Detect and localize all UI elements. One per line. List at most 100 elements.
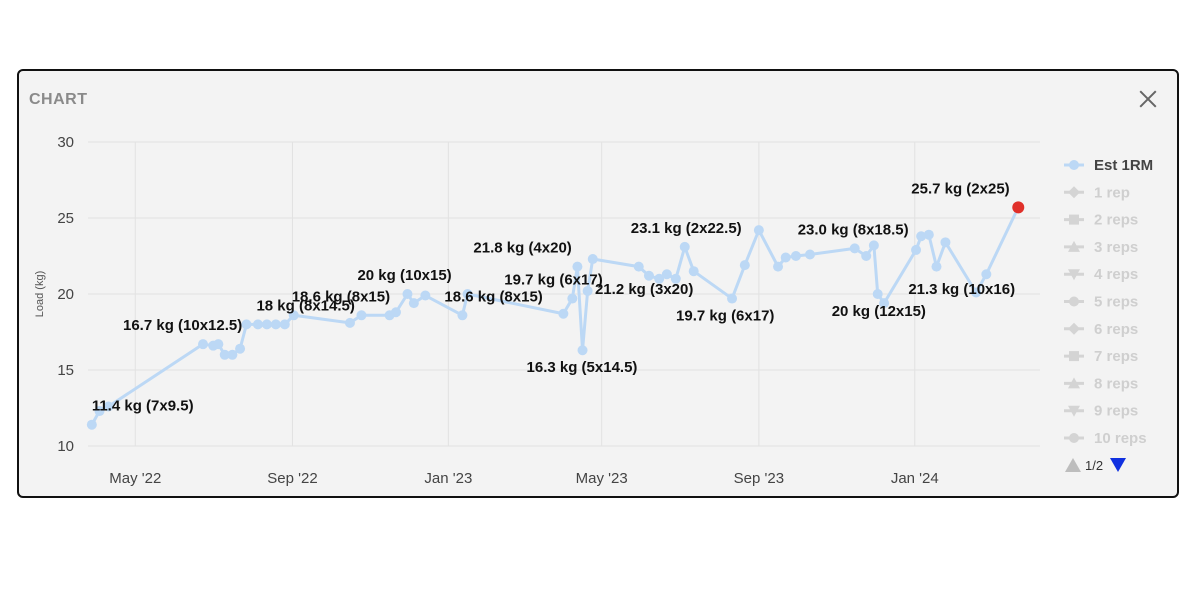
legend-item[interactable]: 5 reps bbox=[1064, 294, 1138, 311]
data-point bbox=[344, 317, 355, 328]
data-label: 21.2 kg (3x20) bbox=[595, 281, 693, 298]
legend-symbol-circle bbox=[1069, 296, 1079, 307]
legend-label: 2 reps bbox=[1094, 212, 1138, 229]
legend-item[interactable]: 9 reps bbox=[1064, 403, 1138, 420]
data-point bbox=[670, 273, 681, 284]
data-label: 16.7 kg (10x12.5) bbox=[123, 317, 242, 334]
data-point bbox=[643, 270, 654, 281]
y-tick-label: 25 bbox=[57, 210, 74, 227]
data-point bbox=[916, 231, 927, 242]
legend-label: 9 reps bbox=[1094, 403, 1138, 420]
data-label: 18.6 kg (8x15) bbox=[444, 288, 542, 305]
data-point bbox=[688, 266, 699, 277]
data-point bbox=[804, 249, 815, 260]
data-point bbox=[572, 261, 583, 272]
data-label: 21.8 kg (4x20) bbox=[473, 240, 571, 257]
data-point bbox=[241, 319, 252, 330]
legend-label: 1 rep bbox=[1094, 184, 1130, 201]
data-label: 20 kg (12x15) bbox=[832, 303, 926, 320]
chart-series bbox=[86, 201, 1025, 430]
data-point bbox=[94, 406, 105, 417]
data-point bbox=[227, 349, 238, 360]
data-point bbox=[753, 225, 764, 236]
data-point bbox=[558, 308, 569, 319]
data-point bbox=[567, 293, 578, 304]
data-point bbox=[780, 252, 791, 263]
x-tick-label: Jan '24 bbox=[891, 470, 939, 487]
data-point bbox=[402, 289, 413, 299]
legend-label: 7 reps bbox=[1094, 348, 1138, 365]
y-tick-label: 10 bbox=[57, 438, 74, 455]
legend-label: 10 reps bbox=[1094, 430, 1147, 447]
legend-item[interactable]: 1 rep bbox=[1064, 184, 1130, 201]
data-point bbox=[911, 244, 922, 255]
legend-symbol-triangle bbox=[1068, 377, 1080, 389]
data-point bbox=[868, 240, 879, 251]
data-point bbox=[577, 345, 588, 356]
data-point bbox=[981, 269, 992, 280]
data-point bbox=[356, 310, 367, 321]
data-label: 23.1 kg (2x22.5) bbox=[631, 220, 742, 237]
legend-label: 6 reps bbox=[1094, 321, 1138, 338]
x-tick-label: May '22 bbox=[109, 470, 161, 487]
data-label: 19.7 kg (6x17) bbox=[504, 272, 602, 289]
x-tick-label: Jan '23 bbox=[424, 470, 472, 487]
legend-item[interactable]: 8 reps bbox=[1064, 375, 1138, 392]
data-point bbox=[270, 319, 281, 330]
legend-label: 4 reps bbox=[1094, 266, 1138, 283]
legend-item[interactable]: 4 reps bbox=[1064, 266, 1138, 283]
legend-item[interactable]: 7 reps bbox=[1064, 348, 1138, 365]
y-tick-label: 20 bbox=[57, 286, 74, 303]
data-point bbox=[457, 310, 468, 321]
data-point bbox=[235, 343, 246, 354]
legend-item[interactable]: 3 reps bbox=[1064, 239, 1138, 256]
legend-symbol-triangle-down bbox=[1068, 269, 1080, 281]
data-point bbox=[390, 307, 401, 318]
data-label: 19.7 kg (6x17) bbox=[676, 308, 774, 325]
y-tick-label: 30 bbox=[57, 134, 74, 151]
data-point bbox=[213, 339, 224, 350]
data-point bbox=[971, 287, 982, 298]
data-label: 20 kg (10x15) bbox=[357, 267, 451, 284]
x-tick-label: Sep '22 bbox=[267, 470, 317, 487]
data-label: 16.3 kg (5x14.5) bbox=[527, 359, 638, 376]
data-point bbox=[219, 349, 230, 360]
data-point bbox=[86, 419, 97, 430]
legend-symbol-circle bbox=[1069, 160, 1079, 170]
legend-symbol-square bbox=[1069, 351, 1079, 362]
data-point bbox=[587, 254, 598, 265]
chart-data-labels: 11.4 kg (7x9.5) 16.7 kg (10x12.5) 18 kg (8… bbox=[92, 180, 1015, 414]
y-axis-label: Load (kg) bbox=[34, 271, 46, 317]
data-point bbox=[654, 273, 665, 284]
data-point bbox=[679, 241, 690, 252]
legend-symbol-square bbox=[1069, 214, 1079, 225]
legend-label: 3 reps bbox=[1094, 239, 1138, 256]
legend-item[interactable]: 2 reps bbox=[1064, 212, 1138, 229]
data-point bbox=[462, 289, 473, 299]
data-point bbox=[582, 285, 593, 296]
data-point bbox=[739, 260, 750, 271]
x-tick-label: Sep '23 bbox=[734, 470, 784, 487]
chart-grid bbox=[88, 141, 1040, 447]
legend-item[interactable]: 10 reps bbox=[1064, 430, 1147, 447]
legend-item[interactable]: 6 reps bbox=[1064, 321, 1138, 338]
data-point bbox=[261, 319, 272, 330]
data-point bbox=[633, 261, 644, 272]
data-point bbox=[103, 401, 114, 412]
data-label: 21.3 kg (10x16) bbox=[908, 281, 1015, 298]
data-point bbox=[872, 289, 883, 299]
arrow-up-icon[interactable] bbox=[1065, 458, 1081, 472]
data-point bbox=[879, 298, 890, 309]
data-point bbox=[923, 229, 934, 240]
data-point bbox=[288, 310, 299, 321]
data-label: 18 kg (8x14.5) bbox=[256, 297, 354, 314]
legend-symbol-triangle-down bbox=[1068, 405, 1080, 417]
legend-label: 5 reps bbox=[1094, 294, 1138, 311]
data-point bbox=[861, 251, 872, 261]
arrow-down-icon[interactable] bbox=[1110, 458, 1126, 472]
x-tick-label: May '23 bbox=[576, 470, 628, 487]
legend-item[interactable]: Est 1RM bbox=[1064, 157, 1153, 174]
chart-legend: Est 1RM 1 rep 2 reps 3 reps 4 reps 5 reps 6 re… bbox=[1064, 157, 1153, 473]
data-label: 18.6 kg (8x15) bbox=[292, 288, 390, 305]
